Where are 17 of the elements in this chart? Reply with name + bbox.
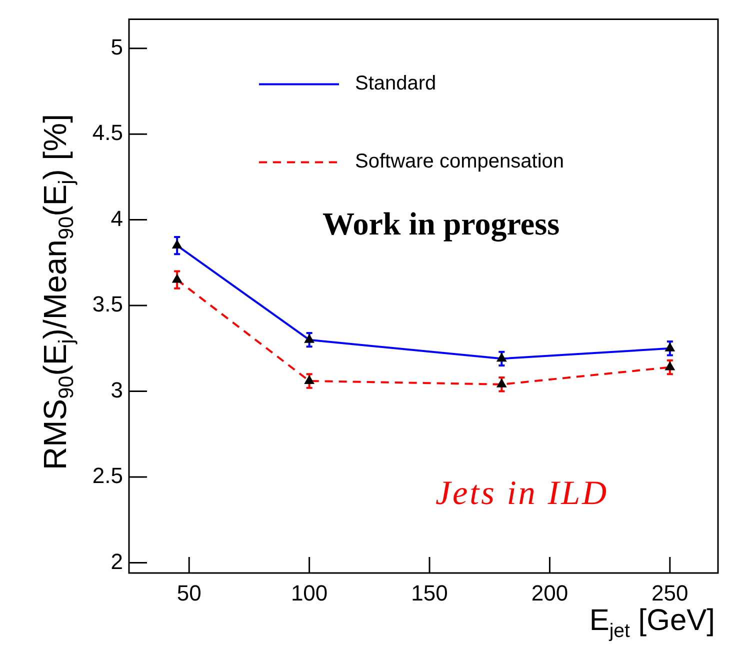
x-tick-label: 50	[176, 580, 202, 606]
annotation: Jets in ILD	[435, 475, 609, 513]
y-tick-label: 4.5	[92, 120, 123, 146]
y-tick-label: 3	[110, 377, 123, 402]
x-tick-label: 100	[290, 580, 328, 606]
x-tick-label: 200	[531, 580, 568, 606]
legend-label: Software compensation	[355, 150, 564, 173]
y-tick-label: 4	[110, 206, 123, 231]
y-tick-label: 2	[110, 548, 123, 574]
annotation: Work in progress	[322, 206, 560, 242]
y-tick-label: 3.5	[92, 292, 123, 317]
y-tick-label: 5	[110, 34, 123, 60]
y-tick-label: 2.5	[92, 463, 123, 488]
x-tick-label: 150	[411, 580, 448, 606]
legend-label: Standard	[355, 72, 436, 95]
x-tick-label: 250	[652, 580, 688, 606]
x-axis-title: E$_{jet}$ [GeV]	[589, 604, 715, 643]
